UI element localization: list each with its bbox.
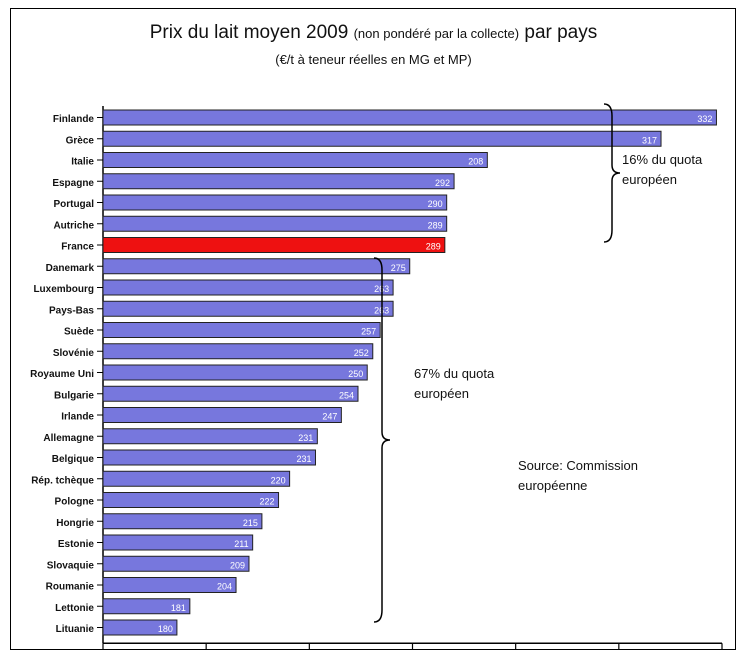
category-label: Belgique	[52, 454, 95, 465]
category-label: Pologne	[55, 497, 95, 508]
bar-7	[102, 258, 411, 275]
title-suffix: par pays	[524, 22, 598, 43]
category-label: Italie	[71, 157, 94, 168]
value-label: 275	[391, 263, 406, 273]
annotation-top-text: 16% du quota européen	[622, 152, 703, 187]
brace-top	[603, 103, 621, 243]
category-label: Grèce	[66, 135, 95, 146]
bar-20	[102, 534, 254, 551]
bar-2	[102, 152, 488, 168]
category-label: Finlande	[53, 114, 95, 125]
value-label: 289	[426, 242, 441, 252]
value-label: 317	[642, 135, 657, 145]
bar-8	[102, 279, 394, 296]
bar-1	[102, 130, 662, 147]
value-label: 289	[428, 220, 443, 230]
title-note: (non pondéré par la collecte)	[353, 26, 520, 41]
value-label: 254	[339, 390, 354, 400]
annotation-top: 16% du quota européen	[622, 150, 712, 190]
bar-14	[102, 407, 342, 423]
value-label: 215	[243, 518, 258, 528]
value-label: 257	[361, 327, 376, 337]
category-label: Suède	[64, 327, 94, 338]
bar-16	[102, 449, 316, 466]
category-label: Lituanie	[56, 624, 95, 635]
category-label: Espagne	[52, 178, 94, 189]
category-label: France	[61, 242, 94, 253]
bar-11	[102, 343, 374, 360]
bar-5	[102, 215, 448, 232]
bar-3	[102, 173, 455, 190]
category-label: Pays-Bas	[49, 305, 94, 316]
category-label: Danemark	[46, 263, 95, 274]
bar-17	[102, 470, 291, 487]
source-note: Source: Commission européenne	[518, 456, 638, 496]
value-label: 211	[234, 539, 248, 549]
bar-12	[102, 364, 368, 381]
bar-18	[102, 492, 280, 508]
category-label: Hongrie	[56, 518, 94, 529]
chart-subtitle: (€/t à teneur réelles en MG et MP)	[275, 52, 472, 67]
category-label: Rép. tchèque	[31, 475, 94, 486]
source-text: Source: Commission européenne	[518, 458, 638, 493]
category-label: Slovaquie	[47, 560, 95, 571]
value-label: 247	[322, 412, 337, 422]
category-label: Royaume Uni	[30, 369, 94, 380]
value-label: 292	[435, 178, 450, 188]
bar-15	[102, 428, 318, 445]
value-label: 332	[697, 114, 712, 124]
category-label: Luxembourg	[33, 284, 94, 295]
category-label: Roumanie	[46, 582, 95, 593]
value-label: 209	[230, 560, 245, 570]
value-label: 181	[171, 603, 186, 613]
category-label: Lettonie	[55, 603, 94, 614]
bar-13	[102, 385, 359, 402]
bar-4	[102, 194, 448, 211]
annotation-bottom: 67% du quota européen	[414, 364, 524, 404]
value-label: 222	[260, 497, 275, 507]
value-label: 231	[296, 454, 311, 464]
value-label: 180	[158, 624, 173, 634]
bar-6	[102, 237, 446, 253]
bar-0	[102, 109, 717, 126]
value-label: 208	[468, 157, 483, 167]
brace-bottom	[373, 257, 391, 623]
category-label: Allemagne	[43, 433, 94, 444]
category-label: Estonie	[58, 539, 95, 550]
category-label: Bulgarie	[54, 390, 94, 401]
bar-19	[102, 513, 263, 530]
value-label: 204	[217, 582, 232, 592]
category-label: Autriche	[53, 220, 94, 231]
category-label: Portugal	[53, 199, 94, 210]
bar-21	[102, 555, 250, 572]
annotation-bottom-text: 67% du quota européen	[414, 366, 495, 401]
value-label: 250	[348, 369, 363, 379]
value-label: 290	[428, 199, 443, 209]
category-label: Irlande	[61, 412, 94, 423]
title-main: Prix du lait moyen 2009	[149, 22, 349, 43]
category-label: Slovénie	[53, 348, 95, 359]
bar-9	[102, 300, 394, 317]
chart-title: Prix du lait moyen 2009 (non pondéré par…	[0, 22, 747, 44]
bar-10	[102, 322, 381, 338]
value-label: 252	[354, 348, 369, 358]
value-label: 220	[271, 475, 286, 485]
value-label: 231	[298, 433, 313, 443]
